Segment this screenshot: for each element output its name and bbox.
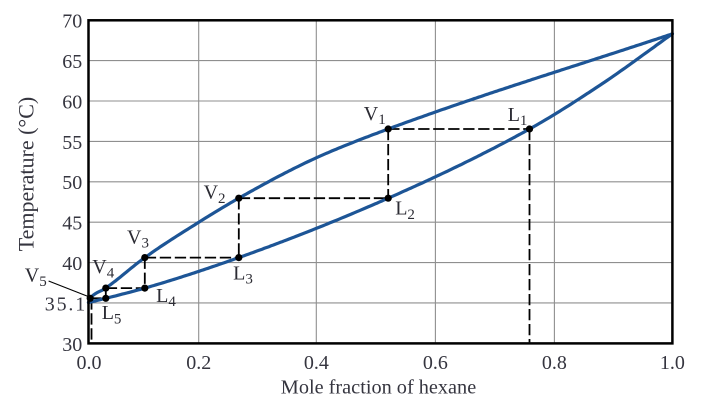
svg-text:35.1: 35.1 xyxy=(45,293,87,315)
svg-text:0.6: 0.6 xyxy=(423,352,448,374)
svg-text:1.0: 1.0 xyxy=(660,352,685,374)
svg-text:65: 65 xyxy=(62,51,82,73)
svg-text:0.2: 0.2 xyxy=(186,352,211,374)
svg-text:Mole fraction of hexane: Mole fraction of hexane xyxy=(281,377,476,399)
svg-text:0.0: 0.0 xyxy=(77,352,102,374)
svg-text:Temperature (°C): Temperature (°C) xyxy=(14,97,39,251)
svg-text:0.4: 0.4 xyxy=(304,352,329,374)
svg-text:0.8: 0.8 xyxy=(542,352,567,374)
svg-text:60: 60 xyxy=(62,91,82,113)
svg-text:45: 45 xyxy=(62,213,82,235)
svg-text:50: 50 xyxy=(62,172,82,194)
svg-text:40: 40 xyxy=(62,253,82,275)
svg-text:55: 55 xyxy=(62,132,82,154)
svg-text:30: 30 xyxy=(62,334,82,356)
svg-text:70: 70 xyxy=(62,11,82,33)
